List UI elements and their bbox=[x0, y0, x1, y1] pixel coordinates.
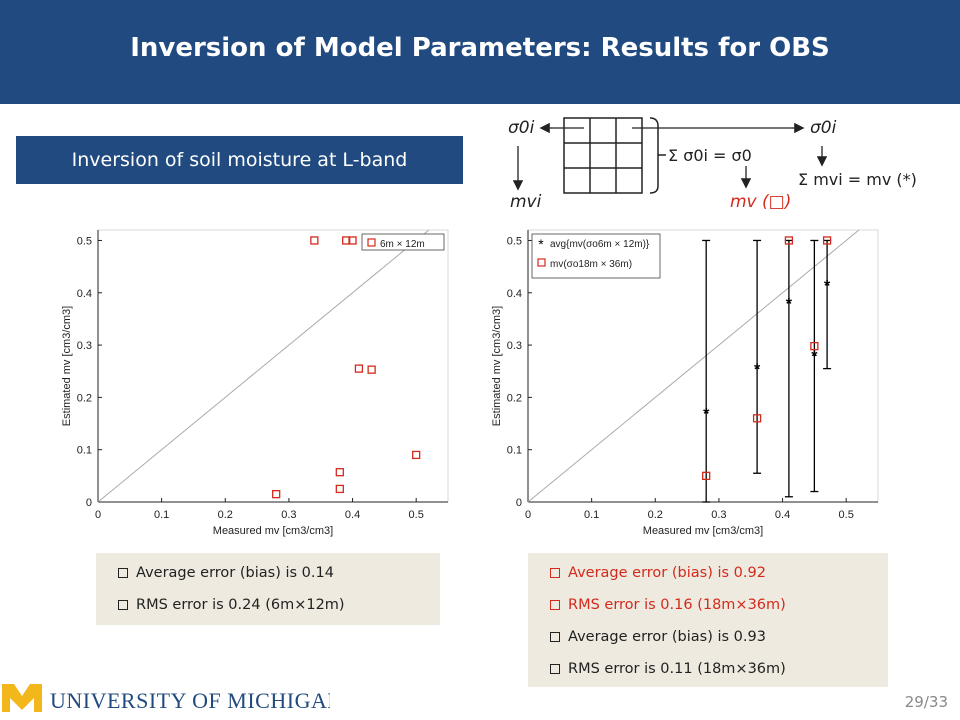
notes-right: Average error (bias) is 0.92 RMS error i… bbox=[528, 553, 888, 687]
scatter-plot-right: 0 0.1 0.2 0.3 0.4 0.5 0 0.1 0.2 0.3 0.4 0.5 Measured… bbox=[491, 229, 879, 537]
y-tick-label: 0.1 bbox=[77, 445, 92, 457]
y-axis-label: Estimated mv [cm3/cm3] bbox=[491, 306, 503, 426]
x-tick-label: 0.5 bbox=[839, 509, 854, 521]
subtitle-box: Inversion of soil moisture at L-band bbox=[16, 136, 463, 184]
data-point-square bbox=[752, 414, 762, 423]
data-point-square bbox=[367, 365, 376, 374]
note-text: Average error (bias) is 0.92 bbox=[568, 565, 766, 581]
y-tick-label: 0 bbox=[516, 497, 522, 509]
note-right-item: RMS error is 0.11 (18m×36m) bbox=[550, 661, 786, 677]
legend-swatch bbox=[367, 238, 376, 247]
x-tick-label: 0.2 bbox=[648, 509, 663, 521]
legend-swatch bbox=[537, 258, 546, 267]
x-tick-label: 0.3 bbox=[281, 509, 296, 521]
y-tick-label: 0.3 bbox=[77, 340, 92, 352]
sum-sigma-label: Σ σ0i = σ0 bbox=[668, 146, 752, 165]
scatter-plot-left: 0 0.1 0.2 0.3 0.4 0.5 0 0.1 0.2 0.3 0.4 0.5 Measured… bbox=[61, 229, 449, 537]
note-text: Average error (bias) is 0.14 bbox=[136, 565, 334, 581]
note-left-item: RMS error is 0.24 (6m×12m) bbox=[118, 597, 345, 613]
checkbox-bullet-icon bbox=[118, 600, 128, 610]
y-tick-label: 0.3 bbox=[507, 340, 522, 352]
legend-label: avg{mv(σo6m × 12m)} bbox=[550, 239, 650, 250]
university-logo: UNIVERSITY OF MICHIGAN bbox=[2, 684, 330, 713]
data-point-square bbox=[348, 236, 357, 245]
data-point-square bbox=[784, 236, 794, 245]
mv-center-label: mv (□) bbox=[730, 192, 792, 212]
slide-title: Inversion of Model Parameters: Results f… bbox=[130, 33, 830, 63]
note-right-item: Average error (bias) is 0.93 bbox=[550, 629, 766, 645]
data-point-square bbox=[310, 236, 319, 245]
y-axis-label: Estimated mv [cm3/cm3] bbox=[61, 306, 73, 426]
data-point-star: * bbox=[703, 406, 710, 423]
checkbox-bullet-icon bbox=[118, 568, 128, 578]
note-text: RMS error is 0.24 (6m×12m) bbox=[136, 597, 345, 613]
x-tick-label: 0.3 bbox=[711, 509, 726, 521]
identity-line bbox=[97, 229, 430, 503]
data-point-square bbox=[702, 471, 711, 480]
y-tick-label: 0.5 bbox=[507, 235, 522, 247]
bracket bbox=[649, 117, 659, 194]
x-tick-label: 0 bbox=[525, 509, 531, 521]
block-m-icon bbox=[2, 684, 42, 712]
checkbox-bullet-icon bbox=[550, 600, 560, 610]
data-point-square bbox=[335, 468, 344, 477]
y-tick-label: 0.4 bbox=[77, 288, 92, 300]
data-point-star: * bbox=[754, 362, 761, 379]
note-right-item: RMS error is 0.16 (18m×36m) bbox=[550, 597, 786, 613]
title-bar: Inversion of Model Parameters: Results f… bbox=[0, 0, 960, 104]
note-text: RMS error is 0.16 (18m×36m) bbox=[568, 597, 786, 613]
sum-mv-label: Σ mvi = mv (*) bbox=[798, 170, 917, 189]
identity-line bbox=[527, 229, 860, 503]
inversion-diagram: σ0i σ0i Σ σ0i = σ0 mvi mv (□) Σ mvi = mv… bbox=[480, 108, 960, 218]
data-point-star: * bbox=[824, 278, 831, 295]
data-point-square bbox=[412, 450, 421, 460]
data-point-star: * bbox=[811, 349, 818, 366]
y-tick-label: 0.2 bbox=[77, 392, 92, 404]
x-tick-label: 0.2 bbox=[218, 509, 233, 521]
note-right-item: Average error (bias) is 0.92 bbox=[550, 565, 766, 581]
y-tick-label: 0 bbox=[86, 497, 92, 509]
x-tick-label: 0.4 bbox=[345, 509, 360, 521]
legend-box bbox=[531, 233, 661, 279]
y-tick-label: 0.2 bbox=[507, 392, 522, 404]
x-tick-label: 0.1 bbox=[584, 509, 599, 521]
sigma-right-label: σ0i bbox=[810, 118, 837, 138]
checkbox-bullet-icon bbox=[550, 664, 560, 674]
logo-text: UNIVERSITY OF MICHIGAN bbox=[50, 688, 330, 713]
data-point-square bbox=[354, 364, 364, 373]
checkbox-bullet-icon bbox=[550, 632, 560, 642]
mv-left-label: mvi bbox=[510, 192, 542, 212]
diagram-graphics bbox=[512, 117, 828, 194]
legend-swatch: * bbox=[538, 236, 544, 252]
legend-label: 6m × 12m bbox=[380, 239, 425, 250]
notes-left: Average error (bias) is 0.14 RMS error i… bbox=[96, 553, 440, 625]
data-point-square bbox=[272, 490, 281, 499]
data-point-star: * bbox=[786, 296, 793, 313]
x-axis-label: Measured mv [cm3/cm3] bbox=[643, 525, 763, 537]
x-axis-label: Measured mv [cm3/cm3] bbox=[213, 525, 333, 537]
x-tick-label: 0.5 bbox=[409, 509, 424, 521]
x-tick-label: 0.1 bbox=[154, 509, 169, 521]
y-tick-label: 0.4 bbox=[507, 288, 522, 300]
data-point-square bbox=[335, 484, 344, 494]
note-left-item: Average error (bias) is 0.14 bbox=[118, 565, 334, 581]
y-tick-label: 0.1 bbox=[507, 445, 522, 457]
plot-area bbox=[97, 229, 449, 503]
data-point-square bbox=[810, 341, 819, 351]
pixel-grid bbox=[563, 117, 643, 194]
sigma-left-label: σ0i bbox=[508, 118, 535, 138]
x-tick-label: 0.4 bbox=[775, 509, 790, 521]
x-tick-label: 0 bbox=[95, 509, 101, 521]
note-text: Average error (bias) is 0.93 bbox=[568, 629, 766, 645]
checkbox-bullet-icon bbox=[550, 568, 560, 578]
legend-box bbox=[361, 233, 445, 251]
note-text: RMS error is 0.11 (18m×36m) bbox=[568, 661, 786, 677]
data-point-square bbox=[822, 236, 832, 245]
y-tick-label: 0.5 bbox=[77, 235, 92, 247]
page-number: 29/33 bbox=[904, 693, 948, 711]
legend-label: mv(σo18m × 36m) bbox=[550, 259, 632, 270]
